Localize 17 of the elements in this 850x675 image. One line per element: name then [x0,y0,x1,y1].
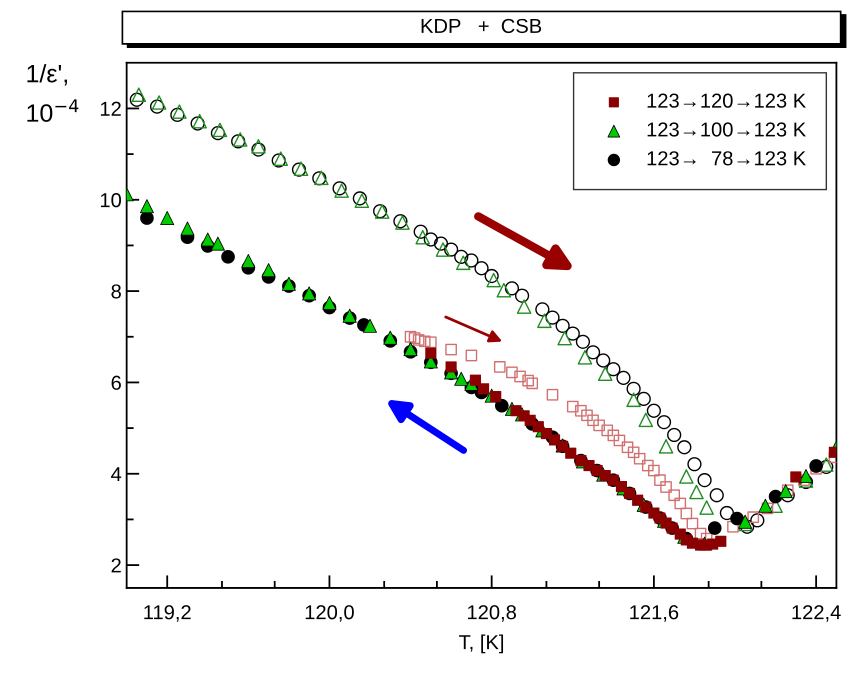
legend-label: 123→ 78→123 K [648,151,806,166]
x-tick-label: 119,2 [144,605,191,622]
legend-label: 123→100→123 K [648,122,806,137]
x-tick-label: 120,0 [306,605,354,622]
y-tick-label: 2 [112,558,121,572]
x-axis-title: T, [K] [459,634,504,654]
chart-title: KDP + CSB [422,18,542,34]
y-tick-label: 10 [100,193,122,208]
x-tick-label: 122,4 [792,605,841,622]
x-tick-label: 121,6 [630,605,678,622]
x-tick-label: 120,8 [468,605,516,622]
legend-label: 123→120→123 K [648,94,806,108]
y-tick-label: 4 [111,467,122,482]
y-axis-title: 1/ε', 10$^{−4}$ [27,64,78,122]
y-tick-label: 8 [111,284,121,299]
y-tick-label: 12 [100,102,121,116]
y-tick-label: 6 [112,376,121,390]
